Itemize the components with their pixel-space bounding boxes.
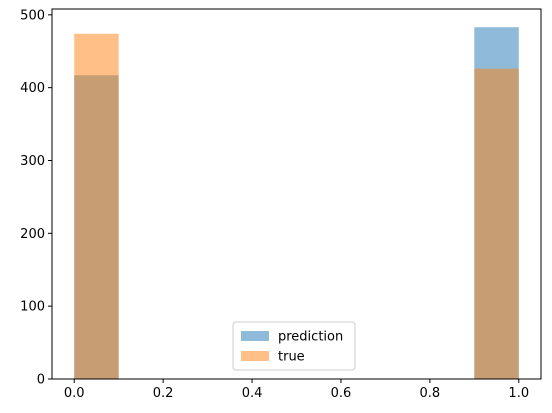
x-tick-label: 0.6 <box>331 386 352 401</box>
x-tick-label: 0.8 <box>420 386 441 401</box>
y-tick-label: 300 <box>20 154 45 169</box>
bar-true-bin-0 <box>74 34 118 379</box>
y-tick-label: 500 <box>20 8 45 23</box>
legend-swatch-true <box>241 351 269 361</box>
y-tick-label: 200 <box>20 227 45 242</box>
bar-true-bin-1 <box>474 69 518 379</box>
x-tick-label: 0.4 <box>242 386 263 401</box>
legend: prediction true <box>233 322 355 370</box>
y-tick-label: 100 <box>20 300 45 315</box>
y-axis: 0 100 200 300 400 500 <box>20 8 52 387</box>
x-tick-label: 0.0 <box>64 386 85 401</box>
y-tick-label: 0 <box>37 373 45 388</box>
legend-swatch-prediction <box>241 331 269 341</box>
y-tick-label: 400 <box>20 81 45 96</box>
x-tick-label: 1.0 <box>508 386 529 401</box>
legend-label-true: true <box>278 350 305 365</box>
x-tick-label: 0.2 <box>153 386 174 401</box>
legend-label-prediction: prediction <box>278 330 343 345</box>
x-axis: 0.0 0.2 0.4 0.6 0.8 1.0 <box>64 379 529 401</box>
